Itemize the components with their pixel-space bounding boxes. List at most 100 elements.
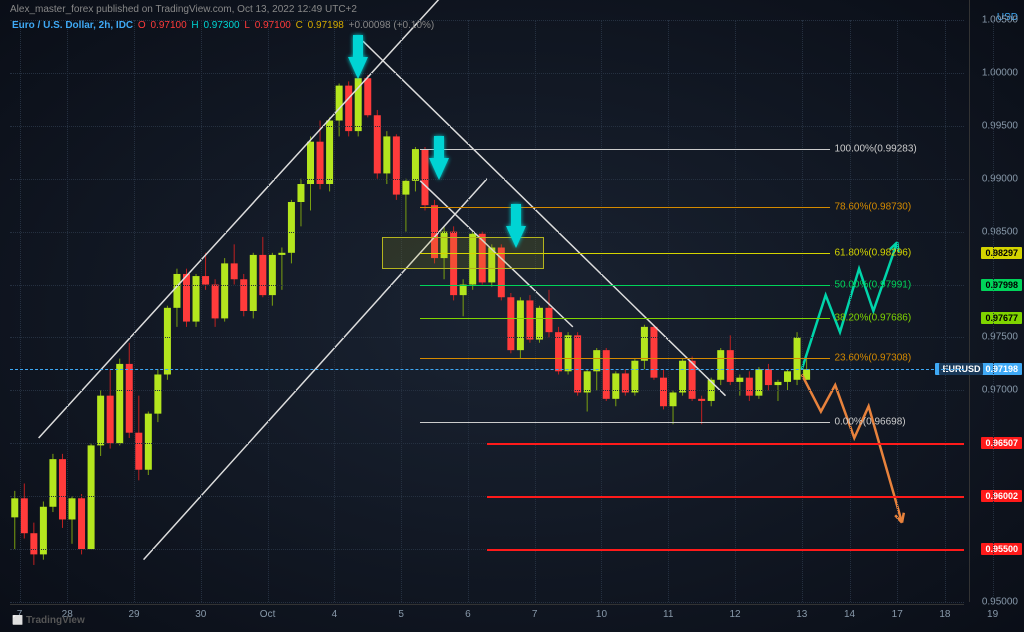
- gridline-v: [468, 20, 469, 602]
- candle[interactable]: [765, 369, 772, 385]
- gridline-h: [10, 126, 964, 127]
- candle[interactable]: [717, 350, 724, 380]
- trendline[interactable]: [39, 0, 440, 438]
- candle[interactable]: [97, 396, 104, 446]
- fib-line[interactable]: [420, 149, 830, 150]
- candle[interactable]: [21, 498, 28, 533]
- down-arrow-icon[interactable]: [348, 57, 368, 79]
- trendline[interactable]: [363, 41, 726, 395]
- gridline-v: [993, 20, 994, 602]
- candle[interactable]: [412, 149, 419, 181]
- fib-line[interactable]: [420, 358, 830, 359]
- candle[interactable]: [393, 136, 400, 194]
- fib-line[interactable]: [420, 207, 830, 208]
- candle[interactable]: [154, 374, 161, 413]
- candle[interactable]: [631, 361, 638, 393]
- candle[interactable]: [536, 308, 543, 340]
- fib-label: 100.00%(0.99283): [834, 143, 916, 154]
- fib-line[interactable]: [420, 318, 830, 319]
- symbol-label[interactable]: Euro / U.S. Dollar, 2h, IDC: [12, 20, 133, 31]
- gridline-h: [10, 337, 964, 338]
- price-projection[interactable]: [802, 374, 902, 522]
- candle[interactable]: [345, 86, 352, 132]
- candle[interactable]: [565, 335, 572, 371]
- candle[interactable]: [421, 149, 428, 205]
- ohlc-info: Euro / U.S. Dollar, 2h, IDC O 0.97100 H …: [12, 20, 436, 31]
- candle[interactable]: [40, 507, 47, 555]
- candle[interactable]: [317, 142, 324, 184]
- candle[interactable]: [107, 396, 114, 444]
- y-tick-label: 0.98500: [982, 226, 1018, 237]
- candle[interactable]: [641, 327, 648, 361]
- candle[interactable]: [269, 255, 276, 295]
- candle[interactable]: [164, 308, 171, 375]
- candle[interactable]: [593, 350, 600, 371]
- candle[interactable]: [278, 253, 285, 255]
- candle[interactable]: [402, 181, 409, 195]
- candle[interactable]: [212, 285, 219, 319]
- candle[interactable]: [755, 369, 762, 395]
- candle[interactable]: [746, 378, 753, 396]
- candle[interactable]: [78, 498, 85, 549]
- gridline-h: [10, 232, 964, 233]
- candle[interactable]: [183, 274, 190, 322]
- candle[interactable]: [374, 115, 381, 173]
- candle[interactable]: [383, 136, 390, 173]
- fib-line[interactable]: [420, 422, 830, 423]
- candle[interactable]: [679, 361, 686, 393]
- down-arrow-icon[interactable]: [429, 158, 449, 180]
- fib-line[interactable]: [420, 253, 830, 254]
- candle[interactable]: [660, 378, 667, 407]
- candle[interactable]: [727, 350, 734, 382]
- candle[interactable]: [574, 335, 581, 392]
- candle[interactable]: [355, 78, 362, 131]
- candle[interactable]: [11, 498, 18, 517]
- candle[interactable]: [774, 382, 781, 385]
- candle[interactable]: [546, 308, 553, 332]
- candle[interactable]: [250, 255, 257, 311]
- candle[interactable]: [30, 533, 37, 554]
- candle[interactable]: [526, 300, 533, 339]
- candle[interactable]: [307, 142, 314, 184]
- candle[interactable]: [126, 364, 133, 433]
- candle[interactable]: [135, 433, 142, 470]
- candle[interactable]: [507, 297, 514, 350]
- candle[interactable]: [698, 399, 705, 401]
- candle[interactable]: [326, 121, 333, 184]
- candle[interactable]: [202, 276, 209, 284]
- y-tick-label: 0.95000: [982, 597, 1018, 608]
- candle[interactable]: [221, 263, 228, 318]
- candle[interactable]: [364, 78, 371, 115]
- candle[interactable]: [736, 378, 743, 382]
- candle[interactable]: [612, 373, 619, 398]
- candle[interactable]: [689, 361, 696, 399]
- candle[interactable]: [69, 498, 76, 519]
- candle[interactable]: [231, 263, 238, 279]
- candle[interactable]: [49, 459, 56, 507]
- time-axis[interactable]: 7282930Oct45671011121314171819: [10, 604, 964, 632]
- support-line[interactable]: [487, 496, 964, 498]
- y-tick-label: 0.99000: [982, 173, 1018, 184]
- candle[interactable]: [116, 364, 123, 443]
- support-line[interactable]: [487, 549, 964, 551]
- candle[interactable]: [517, 300, 524, 350]
- candle[interactable]: [584, 371, 591, 392]
- x-tick-label: 19: [987, 609, 998, 620]
- candle[interactable]: [336, 86, 343, 121]
- candle[interactable]: [803, 369, 810, 380]
- gridline-v: [134, 20, 135, 602]
- candle[interactable]: [297, 184, 304, 202]
- candle[interactable]: [193, 276, 200, 322]
- candle[interactable]: [59, 459, 66, 519]
- price-axis[interactable]: USD 1.005001.000000.995000.990000.985000…: [969, 0, 1024, 602]
- candle[interactable]: [88, 445, 95, 549]
- candle[interactable]: [145, 414, 152, 470]
- fib-line[interactable]: [420, 285, 830, 286]
- candle[interactable]: [259, 255, 266, 295]
- candle[interactable]: [288, 202, 295, 253]
- candle[interactable]: [784, 371, 791, 382]
- support-line[interactable]: [487, 443, 964, 445]
- down-arrow-icon[interactable]: [506, 226, 526, 248]
- candle[interactable]: [173, 274, 180, 308]
- candle[interactable]: [670, 392, 677, 406]
